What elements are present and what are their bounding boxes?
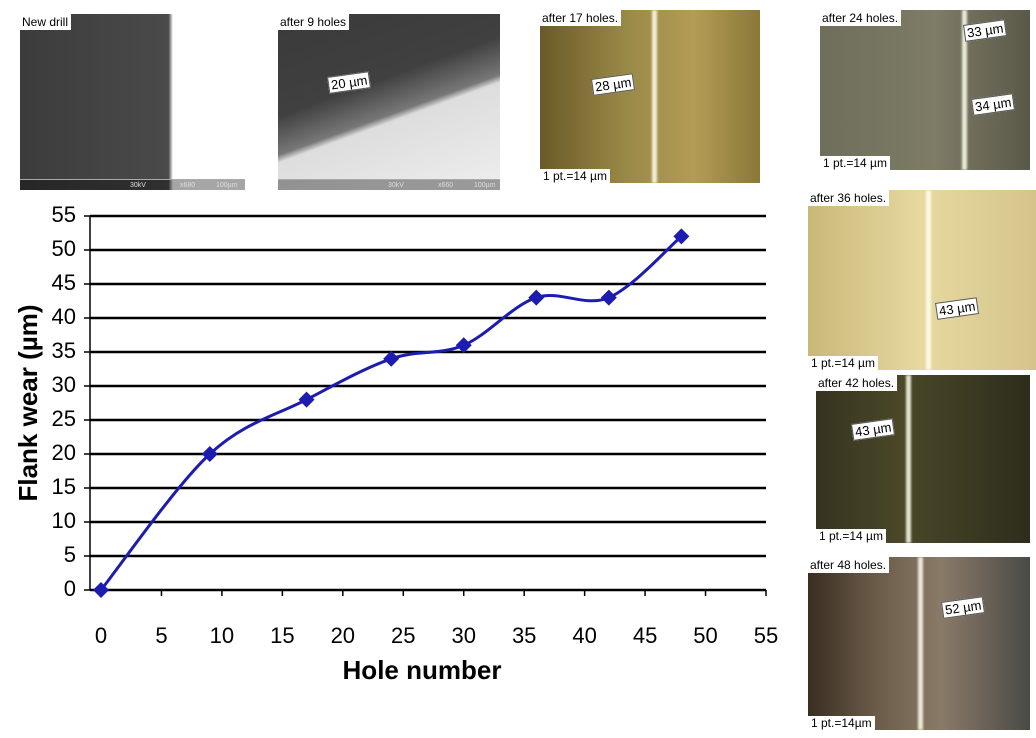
sem-info: x660: [438, 182, 454, 189]
x-tick-label: 15: [270, 623, 294, 648]
y-tick-label: 10: [52, 508, 76, 533]
sem-info: 100µm: [474, 182, 496, 189]
x-tick-label: 5: [155, 623, 167, 648]
caption: after 42 holes.: [816, 375, 898, 391]
marker: [600, 289, 617, 306]
scale-note: 1 pt.=14 µm: [816, 529, 886, 543]
y-tick-label: 35: [52, 338, 76, 363]
scale-bar: [278, 179, 500, 190]
scale-note: 1 pt.=14µm: [808, 716, 875, 730]
wear-edge: [652, 10, 657, 183]
wear-label: 43 µm: [851, 418, 896, 441]
caption: after 17 holes.: [540, 10, 622, 26]
marker: [383, 350, 400, 367]
y-tick-label: 20: [52, 440, 76, 465]
marker: [93, 582, 109, 598]
micrograph: after 36 holes. 43 µm 1 pt.=14 µm: [808, 190, 1036, 370]
sem-info: 30kV: [388, 182, 404, 189]
y-tick-label: 55: [52, 202, 76, 227]
y-tick-label: 15: [52, 474, 76, 499]
y-tick-label: 0: [64, 576, 76, 601]
x-tick-label: 20: [331, 623, 355, 648]
marker: [528, 289, 545, 306]
y-tick-label: 25: [52, 406, 76, 431]
caption: after 36 holes.: [808, 190, 890, 206]
caption: after 48 holes.: [808, 557, 890, 573]
sem-info: 30kV: [130, 182, 146, 189]
x-tick-label: 55: [754, 623, 778, 648]
x-axis-title: Hole number: [343, 655, 502, 685]
line: [99, 235, 683, 591]
y-tick-label: 40: [52, 304, 76, 329]
x-tick-label: 25: [391, 623, 415, 648]
y-tick-label: 45: [52, 270, 76, 295]
x-tick-label: 30: [451, 623, 475, 648]
y-axis-title: Flank wear (µm): [13, 304, 43, 501]
caption: after 24 holes.: [820, 10, 902, 26]
wear-label: 20 µm: [327, 71, 372, 94]
y-tick-label: 5: [64, 542, 76, 567]
wear-label: 34 µm: [971, 93, 1016, 116]
micrograph: after 9 holes 20 µm 30kV x660 100µm: [278, 14, 500, 190]
x-tick-label: 35: [512, 623, 536, 648]
wear-label: 33 µm: [963, 19, 1008, 42]
wear-edge: [906, 375, 911, 543]
caption: after 9 holes: [278, 14, 350, 30]
x-tick-label: 50: [693, 623, 717, 648]
wear-label: 43 µm: [935, 297, 980, 320]
wear-label: 52 µm: [941, 596, 986, 619]
x-tick-label: 10: [210, 623, 234, 648]
micrograph: after 48 holes. 52 µm 1 pt.=14µm: [808, 557, 1030, 730]
micrograph: after 17 holes. 28 µm 1 pt.=14 µm: [540, 10, 760, 183]
caption: New drill: [20, 14, 72, 30]
micrograph: after 24 holes. 33 µm 34 µm 1 pt.=14 µm: [820, 10, 1030, 170]
marker: [201, 446, 218, 462]
micrograph: after 42 holes. 43 µm 1 pt.=14 µm: [816, 375, 1030, 543]
sem-info: x680: [180, 182, 196, 189]
marker: [673, 228, 690, 245]
scale-note: 1 pt.=14 µm: [808, 356, 878, 370]
wear-label: 28 µm: [591, 73, 636, 96]
scale-note: 1 pt.=14 µm: [540, 169, 610, 183]
x-tick-label: 0: [95, 623, 107, 648]
sem-info: 100µm: [216, 182, 238, 189]
marker: [298, 391, 315, 408]
wear-edge: [962, 10, 967, 170]
x-tick-label: 40: [572, 623, 596, 648]
scale-note: 1 pt.=14 µm: [820, 156, 890, 170]
wear-edge: [926, 190, 931, 370]
marker: [455, 337, 472, 354]
x-tick-label: 45: [633, 623, 657, 648]
y-tick-label: 30: [52, 372, 76, 397]
wear-edge: [918, 557, 923, 730]
scale-bar: [20, 179, 245, 190]
y-tick-label: 50: [52, 236, 76, 261]
micrograph: New drill 30kV x680 100µm: [20, 14, 245, 190]
